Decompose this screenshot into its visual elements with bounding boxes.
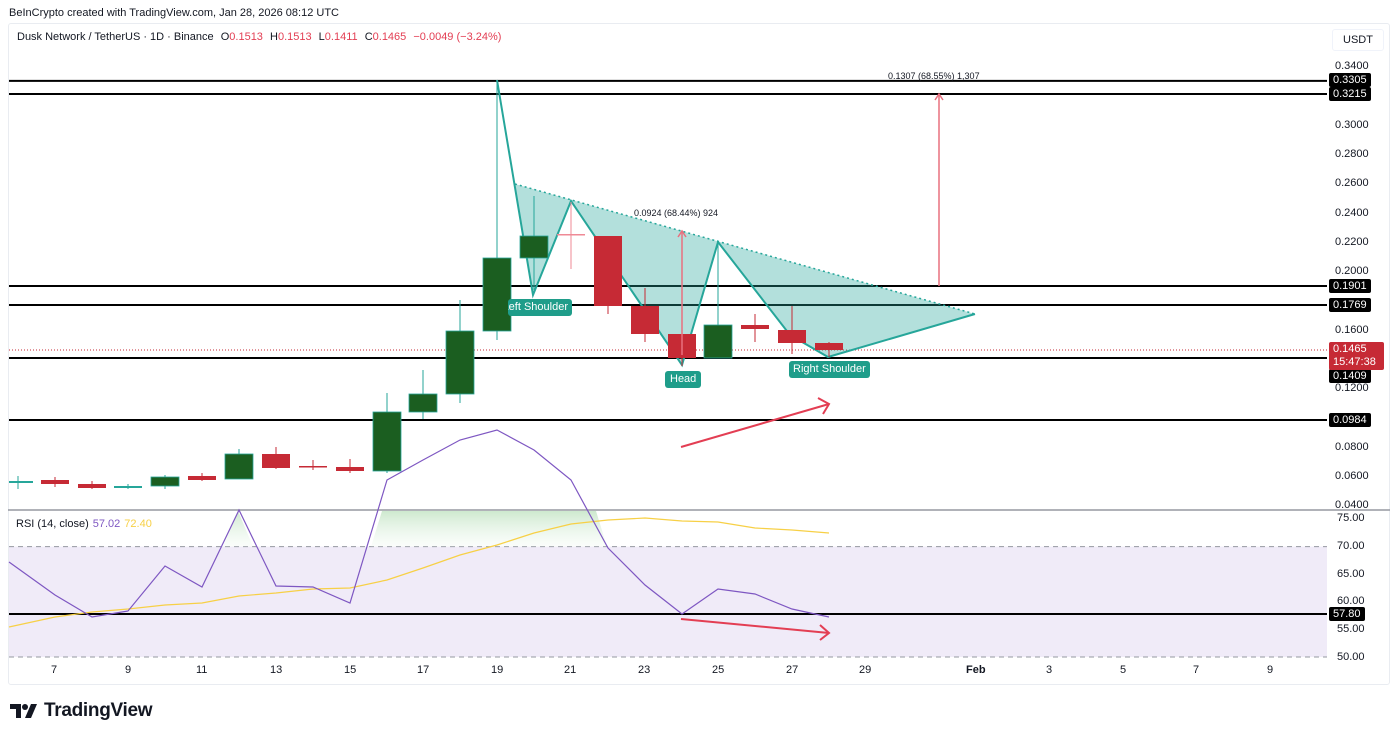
left-shoulder-label: Left Shoulder [508,299,572,316]
tradingview-logo-text: TradingView [44,700,153,721]
low-value: 0.1411 [324,31,358,43]
rsi-tick: 70.00 [1337,540,1365,552]
last-price-label: 0.1465 15:47:38 [1329,342,1384,370]
rsi-divergence-arrow[interactable] [680,618,831,641]
candles [9,80,843,489]
high-value: 0.1513 [277,31,312,43]
rsi-overbought-fill [371,511,607,547]
time-tick: 13 [270,664,283,676]
high-label: H [270,31,278,43]
price-axis[interactable]: 0.3400 0.3000 0.2800 0.2600 0.2400 0.220… [1327,60,1390,511]
rsi-overbought-fill [223,511,253,547]
time-tick: 25 [712,664,725,676]
time-axis[interactable]: 7 9 11 13 15 17 19 21 23 25 27 29 Feb 3 … [0,664,1327,682]
price-tick: 0.3400 [1335,60,1369,72]
time-tick: 11 [196,664,208,676]
time-tick: 9 [125,664,132,676]
time-tick: 3 [1046,664,1053,676]
measure-arrow-2[interactable] [934,92,944,286]
rsi-title: RSI (14, close) [16,518,89,530]
measure-label-1: 0.0924 (68.44%) 924 [634,208,719,218]
open-value: 0.1513 [229,31,263,43]
rsi-tick: 65.00 [1337,568,1365,580]
time-tick: 19 [491,664,504,676]
price-tick: 0.0800 [1335,441,1369,453]
time-tick-month: Feb [966,664,986,676]
price-tick: 0.2400 [1335,207,1369,219]
time-tick: 5 [1120,664,1127,676]
price-tick: 0.2000 [1335,265,1369,277]
time-tick: 15 [344,664,357,676]
symbol-name: Dusk Network / TetherUS · 1D · Binance [17,31,214,43]
symbol-legend[interactable]: Dusk Network / TetherUS · 1D · Binance O… [17,31,501,43]
last-price-value: 0.1465 [1333,343,1367,355]
pattern-fill [515,184,975,365]
level-label-0.1409: 0.1409 [1329,369,1371,383]
price-tick: 0.1200 [1335,382,1369,394]
rsi-legend[interactable]: RSI (14, close) 57.02 72.40 [16,518,152,530]
level-label-0.3305: 0.3305 [1329,73,1371,87]
level-label-0.1901: 0.1901 [1329,279,1371,293]
rsi-value: 57.02 [92,518,121,530]
currency-unit[interactable]: USDT [1332,29,1384,51]
price-trend-arrow[interactable] [680,397,831,448]
rsi-tick: 75.00 [1337,512,1365,524]
measure-arrow-1[interactable] [677,229,687,355]
rsi-ma-value: 72.40 [124,518,152,530]
rsi-level-label: 57.80 [1329,607,1365,621]
right-shoulder-label: Right Shoulder [789,361,870,378]
price-tick: 0.0400 [1335,499,1369,511]
tradingview-logo[interactable]: TradingView [10,700,153,722]
rsi-line [8,429,830,618]
rsi-tick: 50.00 [1337,651,1365,660]
time-tick: 9 [1267,664,1274,676]
time-tick: 27 [786,664,799,676]
level-label-0.0984: 0.0984 [1329,413,1371,427]
time-tick: 17 [417,664,430,676]
time-tick: 29 [859,664,872,676]
time-tick: 7 [1193,664,1200,676]
price-tick: 0.3000 [1335,119,1369,131]
close-label: C [364,31,373,43]
time-tick: 21 [564,664,577,676]
level-label-0.1769: 0.1769 [1329,298,1371,312]
price-tick: 0.2600 [1335,177,1369,189]
low-label: L [318,31,325,43]
price-tick: 0.0600 [1335,470,1369,482]
price-tick: 0.2200 [1335,236,1369,248]
time-tick: 23 [638,664,651,676]
price-tick: 0.1600 [1335,324,1369,336]
open-label: O [220,31,230,43]
measure-label-2: 0.1307 (68.55%) 1,307 [888,71,980,81]
chart-credit: BeInCrypto created with TradingView.com,… [9,7,339,19]
time-tick: 7 [51,664,58,676]
change-value: −0.0049 (−3.24%) [413,31,502,43]
rsi-axis[interactable]: 75.00 70.00 65.00 60.00 55.00 50.00 [1327,511,1390,661]
price-tick: 0.2800 [1335,148,1369,160]
rsi-band [9,546,1327,657]
key-levels[interactable] [9,79,1327,421]
rsi-ma-line [8,517,830,628]
head-label: Head [665,371,702,388]
close-value: 0.1465 [372,31,407,43]
rsi-tick: 60.00 [1337,595,1365,607]
chart-frame [8,23,1390,685]
rsi-tick: 55.00 [1337,623,1365,635]
level-label-0.3215: 0.3215 [1329,87,1371,101]
tradingview-logo-icon [10,704,37,718]
bar-countdown: 15:47:38 [1333,356,1376,368]
